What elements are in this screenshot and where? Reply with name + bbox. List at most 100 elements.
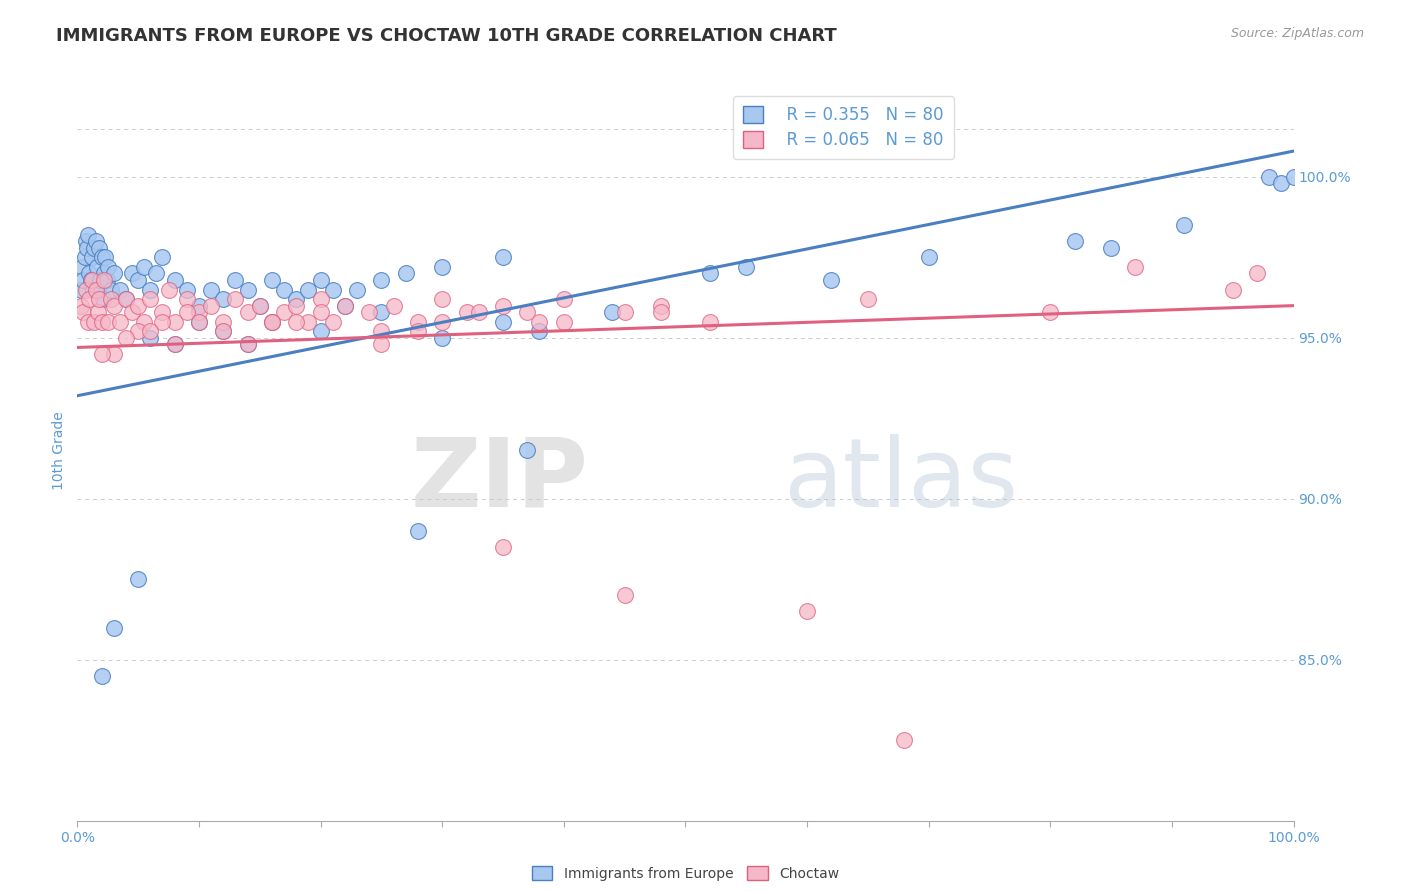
- Point: [285, 292, 308, 306]
- Point: [157, 283, 180, 297]
- Point: [90, 315, 112, 329]
- Y-axis label: 10th Grade: 10th Grade: [52, 411, 66, 490]
- Point: [108, 283, 131, 297]
- Point: [70, 260, 93, 274]
- Point: [260, 315, 283, 329]
- Point: [188, 315, 211, 329]
- Point: [322, 283, 344, 297]
- Point: [370, 337, 392, 351]
- Point: [309, 273, 332, 287]
- Point: [103, 347, 125, 361]
- Point: [163, 337, 186, 351]
- Point: [260, 315, 283, 329]
- Point: [1173, 218, 1195, 232]
- Point: [139, 292, 162, 306]
- Point: [370, 324, 392, 338]
- Point: [115, 331, 138, 345]
- Point: [134, 315, 156, 329]
- Legend: Immigrants from Europe, Choctaw: Immigrants from Europe, Choctaw: [524, 859, 846, 888]
- Point: [188, 299, 211, 313]
- Point: [918, 250, 941, 264]
- Point: [212, 315, 235, 329]
- Point: [322, 315, 344, 329]
- Point: [1258, 169, 1281, 184]
- Point: [553, 315, 575, 329]
- Point: [127, 273, 149, 287]
- Point: [1270, 176, 1292, 190]
- Point: [249, 299, 271, 313]
- Point: [224, 292, 246, 306]
- Point: [346, 283, 368, 297]
- Point: [90, 250, 112, 264]
- Point: [76, 241, 98, 255]
- Point: [139, 331, 162, 345]
- Text: Source: ZipAtlas.com: Source: ZipAtlas.com: [1230, 27, 1364, 40]
- Point: [553, 292, 575, 306]
- Point: [492, 540, 515, 554]
- Point: [1063, 234, 1085, 248]
- Point: [139, 283, 162, 297]
- Point: [1282, 169, 1305, 184]
- Point: [1222, 283, 1244, 297]
- Point: [84, 283, 107, 297]
- Point: [516, 305, 538, 319]
- Point: [96, 273, 118, 287]
- Point: [121, 267, 143, 281]
- Point: [80, 250, 103, 264]
- Point: [89, 273, 111, 287]
- Point: [529, 324, 551, 338]
- Point: [699, 267, 721, 281]
- Point: [103, 267, 125, 281]
- Point: [115, 292, 138, 306]
- Point: [70, 299, 93, 313]
- Point: [75, 283, 97, 297]
- Point: [492, 299, 515, 313]
- Point: [430, 331, 453, 345]
- Point: [430, 260, 453, 274]
- Point: [79, 292, 101, 306]
- Point: [285, 315, 308, 329]
- Point: [72, 305, 94, 319]
- Point: [163, 337, 186, 351]
- Point: [100, 292, 122, 306]
- Point: [79, 267, 101, 281]
- Point: [893, 733, 915, 747]
- Point: [309, 305, 332, 319]
- Point: [90, 347, 112, 361]
- Point: [406, 524, 429, 538]
- Point: [370, 273, 392, 287]
- Point: [127, 572, 149, 586]
- Point: [77, 315, 100, 329]
- Point: [89, 241, 111, 255]
- Point: [613, 305, 636, 319]
- Point: [188, 305, 211, 319]
- Point: [93, 273, 115, 287]
- Point: [224, 273, 246, 287]
- Point: [97, 315, 120, 329]
- Point: [395, 267, 418, 281]
- Text: IMMIGRANTS FROM EUROPE VS CHOCTAW 10TH GRADE CORRELATION CHART: IMMIGRANTS FROM EUROPE VS CHOCTAW 10TH G…: [56, 27, 837, 45]
- Point: [212, 324, 235, 338]
- Point: [108, 315, 131, 329]
- Point: [127, 324, 149, 338]
- Point: [89, 292, 111, 306]
- Point: [97, 260, 120, 274]
- Point: [94, 250, 117, 264]
- Point: [145, 267, 167, 281]
- Point: [735, 260, 758, 274]
- Point: [492, 250, 515, 264]
- Point: [382, 299, 405, 313]
- Point: [430, 315, 453, 329]
- Point: [93, 267, 115, 281]
- Point: [273, 305, 295, 319]
- Point: [152, 305, 174, 319]
- Point: [333, 299, 356, 313]
- Point: [77, 227, 100, 242]
- Point: [152, 250, 174, 264]
- Point: [260, 273, 283, 287]
- Point: [134, 260, 156, 274]
- Point: [127, 299, 149, 313]
- Text: atlas: atlas: [783, 434, 1018, 526]
- Point: [80, 273, 103, 287]
- Point: [430, 292, 453, 306]
